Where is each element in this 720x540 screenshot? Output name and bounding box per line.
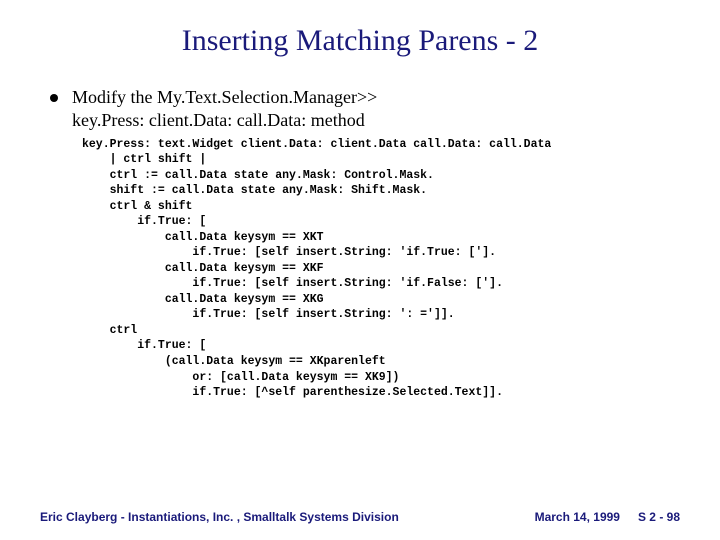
footer-date: March 14, 1999 bbox=[517, 510, 638, 524]
footer-author: Eric Clayberg - Instantiations, Inc. , S… bbox=[40, 510, 517, 524]
slide-footer: Eric Clayberg - Instantiations, Inc. , S… bbox=[40, 510, 680, 524]
bullet-item: Modify the My.Text.Selection.Manager>> k… bbox=[40, 86, 680, 133]
slide-title: Inserting Matching Parens - 2 bbox=[40, 24, 680, 58]
code-block: key.Press: text.Widget client.Data: clie… bbox=[82, 137, 680, 401]
footer-page: S 2 - 98 bbox=[638, 510, 680, 524]
bullet-line-1: Modify the My.Text.Selection.Manager>> bbox=[72, 87, 377, 107]
bullet-text: Modify the My.Text.Selection.Manager>> k… bbox=[72, 86, 377, 133]
bullet-line-2: key.Press: client.Data: call.Data: metho… bbox=[72, 110, 365, 130]
bullet-icon bbox=[50, 94, 58, 102]
slide-container: Inserting Matching Parens - 2 Modify the… bbox=[0, 0, 720, 540]
